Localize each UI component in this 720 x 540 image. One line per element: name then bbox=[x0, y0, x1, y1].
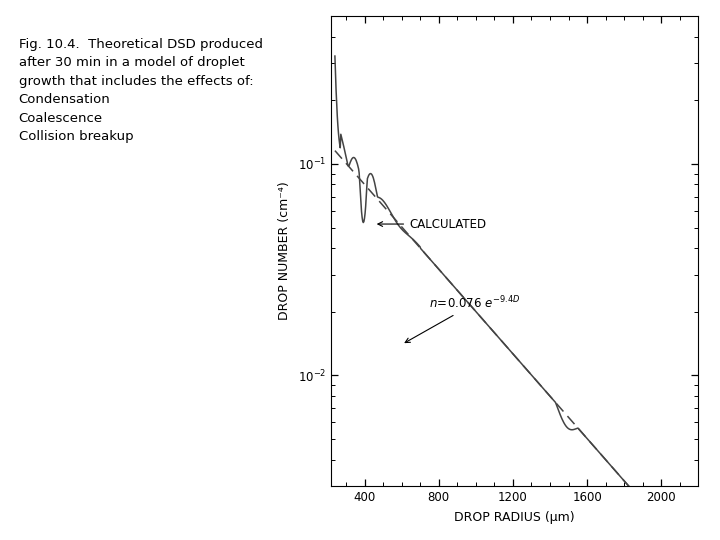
Text: $n\!=\!0.076\ e^{-9.4D}$: $n\!=\!0.076\ e^{-9.4D}$ bbox=[405, 295, 521, 342]
Y-axis label: DROP NUMBER (cm⁻⁴): DROP NUMBER (cm⁻⁴) bbox=[278, 182, 291, 320]
Text: CALCULATED: CALCULATED bbox=[378, 218, 486, 231]
Text: Fig. 10.4.  Theoretical DSD produced
after 30 min in a model of droplet
growth t: Fig. 10.4. Theoretical DSD produced afte… bbox=[19, 38, 263, 143]
X-axis label: DROP RADIUS (μm): DROP RADIUS (μm) bbox=[454, 511, 575, 524]
